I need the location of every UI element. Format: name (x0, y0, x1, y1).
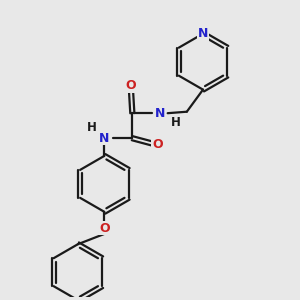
Text: H: H (171, 116, 181, 129)
Text: N: N (198, 27, 208, 40)
Text: N: N (155, 107, 166, 120)
Text: O: O (125, 79, 136, 92)
Text: O: O (152, 138, 163, 151)
Text: O: O (99, 221, 110, 235)
Text: N: N (99, 132, 110, 145)
Text: H: H (87, 122, 97, 134)
